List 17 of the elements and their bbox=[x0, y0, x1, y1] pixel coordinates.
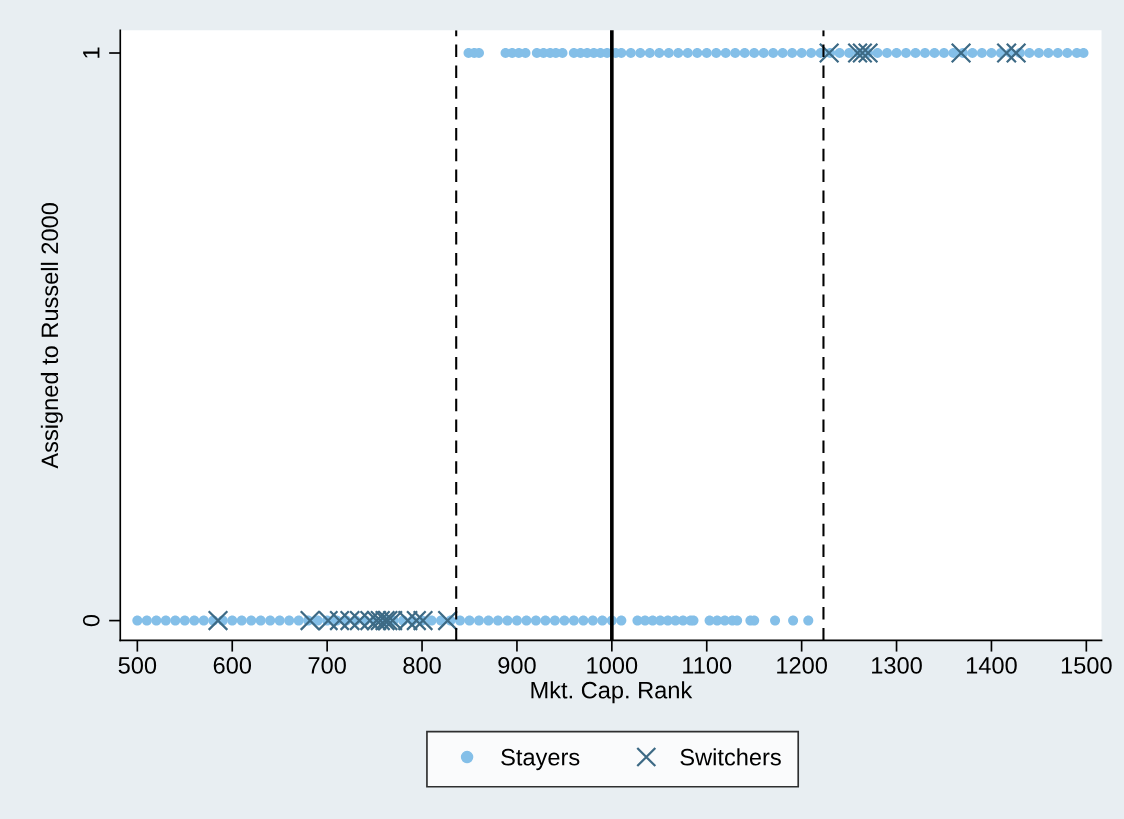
x-tick-label: 500 bbox=[118, 657, 157, 674]
x-tick-label: 1300 bbox=[872, 657, 922, 674]
x-tick-label: 1200 bbox=[777, 657, 827, 674]
y-axis-title: Assigned to Russell 2000 bbox=[40, 203, 63, 469]
x-tick-label: 600 bbox=[213, 657, 252, 674]
legend-label: Stayers bbox=[501, 748, 580, 771]
x-tick-label: 1400 bbox=[966, 657, 1017, 674]
x-tick-label: 900 bbox=[498, 657, 536, 674]
x-tick-label: 800 bbox=[403, 657, 441, 674]
legend-label: Switchers bbox=[680, 748, 781, 766]
x-tick-label: 700 bbox=[308, 657, 346, 674]
x-tick-label: 1100 bbox=[683, 657, 732, 674]
y-tick-label: 1 bbox=[83, 47, 100, 58]
x-tick-label: 1000 bbox=[587, 657, 638, 674]
y-tick-label: 0 bbox=[82, 614, 100, 627]
x-axis-title: Mkt. Cap. Rank bbox=[531, 681, 693, 704]
x-tick-label: 1500 bbox=[1061, 657, 1112, 674]
